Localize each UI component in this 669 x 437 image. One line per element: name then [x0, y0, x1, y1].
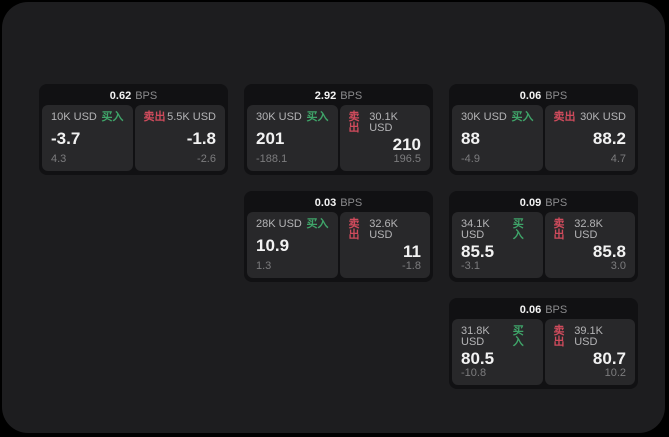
sell-delta: 10.2	[604, 367, 626, 379]
bps-header: 0.03 BPS	[244, 191, 433, 212]
buy-amount: 10K USD	[51, 111, 97, 123]
quote-card: 0.62 BPS 10K USD 买入 -3.7 4.3 卖出 5.5K USD	[39, 84, 228, 175]
sell-delta: -1.8	[402, 260, 421, 272]
sell-price: 11	[403, 241, 421, 261]
sell-pane[interactable]: 卖出 39.1K USD 80.7 10.2	[544, 319, 635, 385]
buy-side-label: 买入	[306, 111, 329, 123]
bps-value: 0.06	[519, 89, 542, 102]
quote-panes: 34.1K USD 买入 85.5 -3.1 卖出 32.8K USD 85.8…	[449, 212, 638, 278]
bps-value: 0.06	[519, 303, 542, 316]
quote-panes: 31.8K USD 买入 80.5 -10.8 卖出 39.1K USD 80.…	[449, 319, 638, 385]
buy-pane[interactable]: 34.1K USD 买入 85.5 -3.1	[452, 212, 543, 278]
bps-unit-label: BPS	[340, 89, 363, 102]
sell-amount: 32.8K USD	[574, 218, 603, 241]
buy-price: 88	[461, 129, 480, 148]
bps-unit-label: BPS	[340, 196, 363, 209]
sell-pane[interactable]: 卖出 32.6K USD 11 -1.8	[339, 212, 430, 278]
quote-panes: 30K USD 买入 88 -4.9 卖出 30K USD 88.2 4.7	[449, 105, 638, 171]
sell-pane[interactable]: 卖出 30K USD 88.2 4.7	[544, 105, 635, 171]
sell-delta: 4.7	[610, 153, 626, 165]
buy-amount: 31.8K USD	[461, 325, 490, 348]
buy-price: -3.7	[51, 129, 81, 148]
sell-amount: 30.1K USD	[369, 111, 398, 134]
quote-panes: 30K USD 买入 201 -188.1 卖出 30.1K USD 210 1…	[244, 105, 433, 171]
quote-card: 0.06 BPS 31.8K USD 买入 80.5 -10.8 卖出 39.1…	[449, 298, 638, 389]
sell-price: 85.8	[592, 241, 626, 261]
buy-side-label: 买入	[101, 111, 124, 123]
sell-price: 210	[392, 134, 421, 154]
buy-side-label: 买入	[511, 111, 534, 123]
bps-header: 2.92 BPS	[244, 84, 433, 105]
buy-delta: -10.8	[461, 367, 487, 379]
buy-price: 85.5	[461, 241, 495, 261]
buy-price: 10.9	[256, 236, 290, 255]
quote-panes: 10K USD 买入 -3.7 4.3 卖出 5.5K USD -1.8 -2.…	[39, 105, 228, 171]
buy-amount: 34.1K USD	[461, 218, 490, 241]
buy-amount: 30K USD	[461, 111, 507, 123]
quote-card: 2.92 BPS 30K USD 买入 201 -188.1 卖出 30.1K …	[244, 84, 433, 175]
sell-price: 88.2	[592, 129, 626, 148]
buy-side-label: 买入	[512, 218, 524, 241]
sell-side-label: 卖出	[348, 218, 360, 241]
buy-price: 201	[256, 129, 285, 148]
quote-card: 0.09 BPS 34.1K USD 买入 85.5 -3.1 卖出 32.8K…	[449, 191, 638, 282]
sell-pane[interactable]: 卖出 32.8K USD 85.8 3.0	[544, 212, 635, 278]
buy-amount: 30K USD	[256, 111, 302, 123]
quote-card: 0.03 BPS 28K USD 买入 10.9 1.3 卖出 32.6K US…	[244, 191, 433, 282]
sell-side-label: 卖出	[553, 111, 576, 123]
sell-side-label: 卖出	[553, 325, 565, 348]
sell-pane[interactable]: 卖出 30.1K USD 210 196.5	[339, 105, 430, 171]
quotes-panel: 0.62 BPS 10K USD 买入 -3.7 4.3 卖出 5.5K USD	[2, 2, 665, 433]
sell-price: 80.7	[592, 348, 626, 368]
buy-pane[interactable]: 30K USD 买入 201 -188.1	[247, 105, 338, 171]
sell-delta: 3.0	[610, 260, 626, 272]
buy-pane[interactable]: 30K USD 买入 88 -4.9	[452, 105, 543, 171]
bps-unit-label: BPS	[545, 303, 568, 316]
quote-panes: 28K USD 买入 10.9 1.3 卖出 32.6K USD 11 -1.8	[244, 212, 433, 278]
bps-value: 0.03	[314, 196, 337, 209]
quote-card: 0.06 BPS 30K USD 买入 88 -4.9 卖出 30K USD	[449, 84, 638, 175]
sell-amount: 30K USD	[580, 111, 626, 123]
buy-pane[interactable]: 10K USD 买入 -3.7 4.3	[42, 105, 133, 171]
buy-delta: -4.9	[461, 153, 480, 165]
sell-side-label: 卖出	[553, 218, 565, 241]
bps-header: 0.06 BPS	[449, 84, 638, 105]
bps-unit-label: BPS	[545, 196, 568, 209]
buy-amount: 28K USD	[256, 218, 302, 230]
bps-header: 0.62 BPS	[39, 84, 228, 105]
buy-delta: 4.3	[51, 153, 67, 165]
buy-pane[interactable]: 31.8K USD 买入 80.5 -10.8	[452, 319, 543, 385]
sell-delta: -2.6	[197, 153, 216, 165]
sell-amount: 5.5K USD	[167, 111, 216, 123]
sell-price: -1.8	[186, 129, 216, 148]
bps-value: 0.09	[519, 196, 542, 209]
sell-amount: 32.6K USD	[369, 218, 398, 241]
sell-side-label: 卖出	[348, 111, 360, 134]
buy-delta: -188.1	[256, 153, 288, 165]
bps-value: 2.92	[314, 89, 337, 102]
buy-pane[interactable]: 28K USD 买入 10.9 1.3	[247, 212, 338, 278]
bps-unit-label: BPS	[545, 89, 568, 102]
sell-delta: 196.5	[393, 153, 421, 165]
sell-side-label: 卖出	[143, 111, 166, 123]
bps-unit-label: BPS	[135, 89, 158, 102]
buy-delta: 1.3	[256, 260, 272, 272]
buy-price: 80.5	[461, 348, 495, 368]
bps-value: 0.62	[109, 89, 132, 102]
sell-pane[interactable]: 卖出 5.5K USD -1.8 -2.6	[134, 105, 225, 171]
buy-delta: -3.1	[461, 260, 480, 272]
buy-side-label: 买入	[306, 218, 329, 230]
bps-header: 0.06 BPS	[449, 298, 638, 319]
buy-side-label: 买入	[512, 325, 524, 348]
sell-amount: 39.1K USD	[574, 325, 603, 348]
bps-header: 0.09 BPS	[449, 191, 638, 212]
